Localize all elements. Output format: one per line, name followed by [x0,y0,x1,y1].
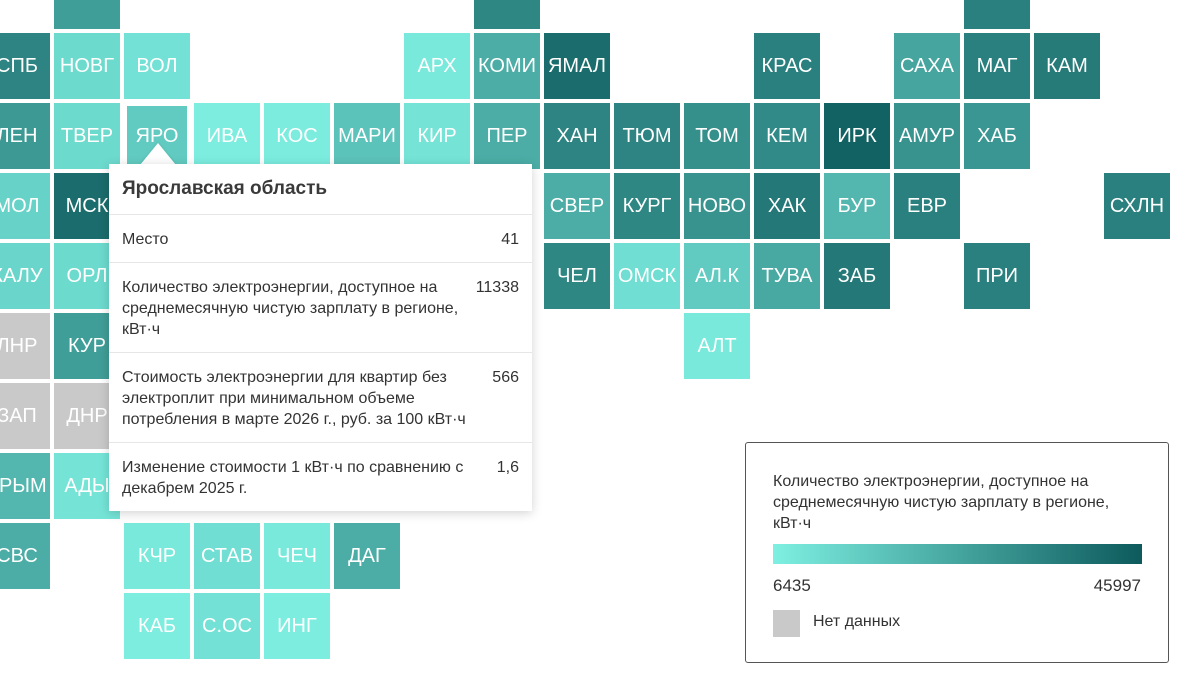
tooltip-row-rank: Место 41 [109,215,532,263]
region-tile[interactable]: КАМ [1034,33,1100,99]
region-tile[interactable]: МОЛ [0,173,50,239]
region-tile[interactable]: СХЛН [1104,173,1170,239]
region-tile[interactable]: НОВО [684,173,750,239]
tooltip-value: 566 [492,369,519,386]
region-tile[interactable]: МАРИ [334,103,400,169]
region-tile[interactable]: ЕВР [894,173,960,239]
region-tile[interactable]: СПБ [0,33,50,99]
region-tile[interactable]: КИР [404,103,470,169]
region-tile[interactable]: КУРГ [614,173,680,239]
region-tile[interactable]: ЗАБ [824,243,890,309]
region-tile[interactable]: АЛ.К [684,243,750,309]
region-tile[interactable]: БУР [824,173,890,239]
tooltip-row-kwh: Количество электроэнергии, доступное на … [109,263,532,353]
region-tooltip: Ярославская область Место 41 Количество … [109,164,532,511]
region-tile[interactable]: САХА [894,33,960,99]
tooltip-row-price: Стоимость электроэнергии для квартир без… [109,353,532,443]
region-tile[interactable]: КЕМ [754,103,820,169]
region-tile[interactable]: ДАГ [334,523,400,589]
region-tile[interactable]: КРЫМ [0,453,50,519]
tooltip-label: Стоимость электроэнергии для квартир без… [122,369,466,428]
region-tile[interactable]: АРХ [404,33,470,99]
region-tile[interactable]: АМУР [894,103,960,169]
region-tile[interactable]: СВЕР [544,173,610,239]
tooltip-caret [140,143,176,165]
region-tile[interactable]: ТУВА [754,243,820,309]
tooltip-value: 41 [501,231,519,248]
legend-no-data-swatch [773,610,800,637]
region-tile[interactable]: ПЕР [474,103,540,169]
tooltip-value: 1,6 [496,459,519,476]
region-tile[interactable]: ТОМ [684,103,750,169]
region-tile[interactable]: КЧР [124,523,190,589]
region-tile[interactable]: МАГ [964,33,1030,99]
region-tile[interactable]: ЛНР [0,313,50,379]
tooltip-label: Место [122,231,169,248]
region-tile[interactable]: КАЛУ [0,243,50,309]
region-tile[interactable]: ЧЕЛ [544,243,610,309]
region-tile[interactable]: ОМСК [614,243,680,309]
legend-min-value: 6435 [773,576,811,595]
region-tile[interactable]: С.ОС [194,593,260,659]
region-tile[interactable]: КАБ [124,593,190,659]
region-tile[interactable]: ИРК [824,103,890,169]
region-tile[interactable]: ХАН [544,103,610,169]
region-tile[interactable]: ХАК [754,173,820,239]
region-tile[interactable]: НОВГ [54,33,120,99]
legend-title: Количество электроэнергии, доступное на … [773,473,1110,532]
legend-gradient-bar [773,544,1142,564]
region-tile[interactable]: ПРИ [964,243,1030,309]
tooltip-row-change: Изменение стоимости 1 кВт·ч по сравнению… [109,443,532,511]
region-tile[interactable]: СВС [0,523,50,589]
region-tile[interactable]: КОМИ [474,33,540,99]
tooltip-value: 11338 [475,279,519,296]
tooltip-title: Ярославская область [109,164,532,215]
region-tile[interactable]: ИНГ [264,593,330,659]
legend-no-data-label: Нет данных [813,613,901,630]
region-tile[interactable]: КОС [264,103,330,169]
region-tile[interactable] [54,0,120,29]
tooltip-label: Изменение стоимости 1 кВт·ч по сравнению… [122,459,464,497]
region-tile[interactable]: ЧЕЧ [264,523,330,589]
region-tile[interactable]: ЛЕН [0,103,50,169]
region-tile[interactable]: ТВЕР [54,103,120,169]
legend-max-value: 45997 [1093,576,1141,595]
region-tile[interactable] [964,0,1030,29]
region-tile[interactable]: ХАБ [964,103,1030,169]
region-tile[interactable]: КРАС [754,33,820,99]
map-legend: Количество электроэнергии, доступное на … [745,442,1169,663]
region-tile[interactable]: АЛТ [684,313,750,379]
region-tile[interactable]: СТАВ [194,523,260,589]
tooltip-label: Количество электроэнергии, доступное на … [122,279,459,338]
region-tile[interactable]: ИВА [194,103,260,169]
region-tile[interactable]: ЗАП [0,383,50,449]
region-tile[interactable]: ТЮМ [614,103,680,169]
region-tile[interactable]: ВОЛ [124,33,190,99]
region-tile[interactable] [474,0,540,29]
region-tile[interactable]: ЯМАЛ [544,33,610,99]
